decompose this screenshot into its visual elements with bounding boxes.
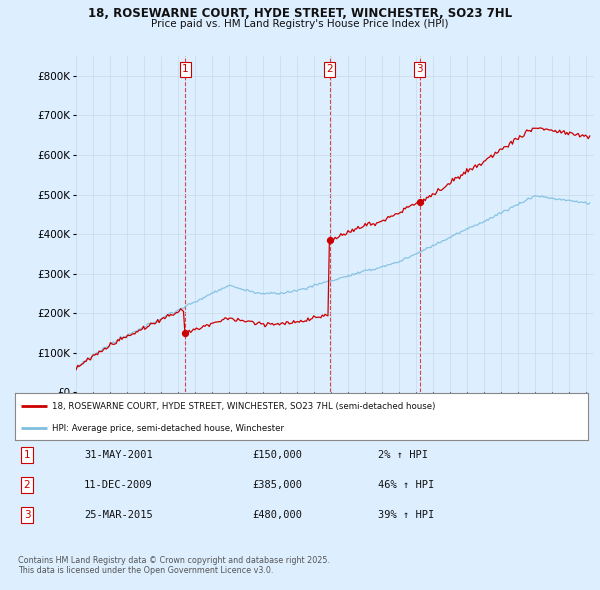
Text: 2: 2 — [326, 64, 333, 74]
Text: 18, ROSEWARNE COURT, HYDE STREET, WINCHESTER, SO23 7HL: 18, ROSEWARNE COURT, HYDE STREET, WINCHE… — [88, 7, 512, 20]
Text: HPI: Average price, semi-detached house, Winchester: HPI: Average price, semi-detached house,… — [52, 424, 284, 433]
Text: 39% ↑ HPI: 39% ↑ HPI — [378, 510, 434, 520]
Text: 46% ↑ HPI: 46% ↑ HPI — [378, 480, 434, 490]
Text: 2% ↑ HPI: 2% ↑ HPI — [378, 450, 428, 460]
Text: 3: 3 — [23, 510, 31, 520]
Text: Contains HM Land Registry data © Crown copyright and database right 2025.
This d: Contains HM Land Registry data © Crown c… — [18, 556, 330, 575]
Text: 25-MAR-2015: 25-MAR-2015 — [84, 510, 153, 520]
Text: 1: 1 — [23, 450, 31, 460]
Text: 18, ROSEWARNE COURT, HYDE STREET, WINCHESTER, SO23 7HL (semi-detached house): 18, ROSEWARNE COURT, HYDE STREET, WINCHE… — [52, 402, 436, 411]
Text: Price paid vs. HM Land Registry's House Price Index (HPI): Price paid vs. HM Land Registry's House … — [151, 19, 449, 29]
Point — [325, 235, 335, 245]
Text: £150,000: £150,000 — [252, 450, 302, 460]
Text: £480,000: £480,000 — [252, 510, 302, 520]
Text: 2: 2 — [23, 480, 31, 490]
Text: 3: 3 — [416, 64, 423, 74]
Text: 11-DEC-2009: 11-DEC-2009 — [84, 480, 153, 490]
Text: 1: 1 — [182, 64, 188, 74]
Point — [181, 328, 190, 337]
Point — [415, 198, 424, 207]
Text: 31-MAY-2001: 31-MAY-2001 — [84, 450, 153, 460]
Text: £385,000: £385,000 — [252, 480, 302, 490]
